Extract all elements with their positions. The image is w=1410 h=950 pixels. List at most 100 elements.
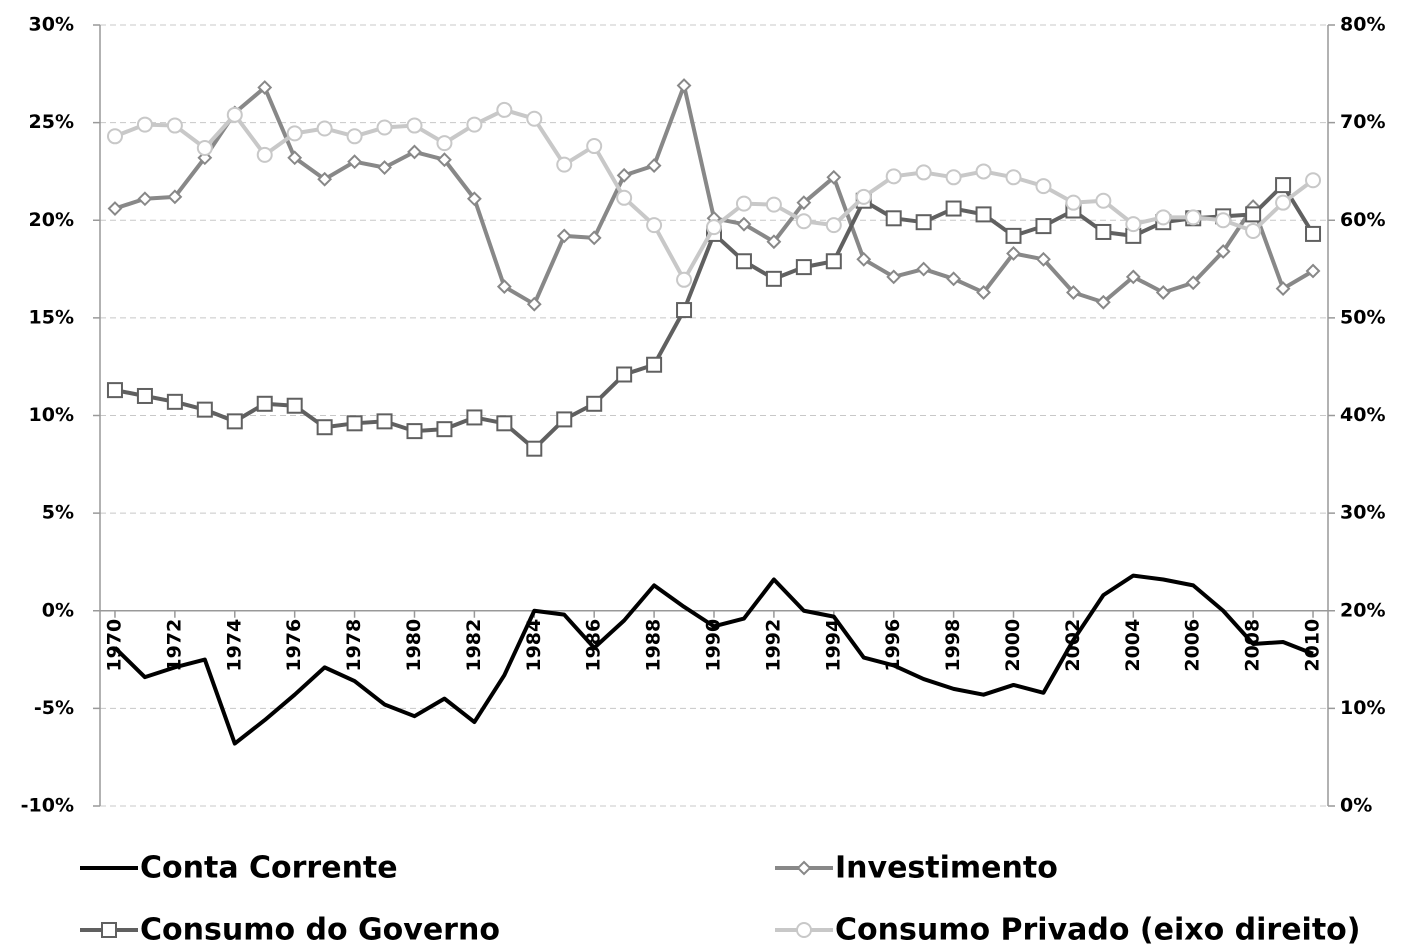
legend-label: Investimento [835, 851, 1058, 886]
marker [825, 253, 842, 270]
marker [1305, 225, 1322, 242]
y-tick-label: 15% [29, 306, 74, 328]
marker [825, 217, 842, 234]
marker [1305, 263, 1321, 279]
marker [377, 160, 392, 175]
marker [347, 154, 362, 170]
y-tick-label: 0% [42, 599, 74, 621]
marker [735, 253, 752, 270]
marker [137, 191, 153, 207]
marker [586, 138, 603, 155]
y2-tick-label: 10% [1340, 697, 1385, 719]
series [106, 101, 1322, 288]
marker [466, 191, 482, 207]
marker [885, 210, 902, 227]
marker [676, 78, 692, 93]
marker [196, 401, 213, 418]
y-tick-label: 10% [29, 404, 74, 426]
marker [287, 150, 303, 166]
x-tick-label: 2010 [1302, 619, 1324, 672]
legend-marker [796, 860, 812, 876]
marker [226, 106, 243, 123]
marker [586, 395, 603, 412]
x-tick-label: 1982 [463, 619, 485, 672]
marker [436, 421, 453, 438]
x-tick-label: 1994 [822, 619, 844, 672]
y-tick-label: -10% [21, 795, 74, 817]
marker [1215, 212, 1232, 229]
marker [796, 195, 812, 211]
y2-tick-label: 70% [1340, 111, 1385, 133]
series [107, 78, 1321, 312]
marker [676, 271, 693, 288]
x-tick-label: 1990 [703, 619, 725, 672]
marker [945, 169, 962, 186]
y-tick-label: 30% [29, 14, 74, 36]
marker [676, 302, 693, 319]
marker [226, 413, 243, 430]
y2-tick-label: 30% [1340, 502, 1385, 524]
marker [256, 395, 273, 412]
marker [526, 440, 543, 457]
marker [436, 135, 453, 152]
marker [556, 411, 573, 428]
marker [856, 251, 872, 267]
y2-tick-label: 0% [1340, 795, 1372, 817]
marker [706, 219, 722, 236]
x-tick-label: 1980 [403, 619, 425, 672]
x-tick-label: 1996 [882, 619, 904, 672]
legend-label: Consumo Privado (eixo direito) [835, 913, 1361, 948]
marker [136, 387, 153, 404]
marker [646, 217, 663, 234]
marker [1036, 251, 1051, 267]
x-tick-label: 2004 [1122, 619, 1144, 672]
marker [376, 119, 393, 136]
marker [1095, 192, 1112, 209]
marker [916, 261, 932, 277]
marker [1245, 222, 1262, 239]
marker [407, 144, 422, 160]
marker [136, 116, 153, 133]
marker [1275, 281, 1291, 297]
marker [915, 214, 932, 231]
marker [406, 423, 423, 440]
marker [526, 110, 543, 127]
marker [975, 206, 992, 223]
marker [1155, 285, 1171, 300]
marker [1185, 209, 1202, 226]
marker [316, 419, 333, 436]
y2-tick-label: 20% [1340, 599, 1385, 621]
marker [406, 117, 423, 134]
marker [616, 167, 632, 183]
x-tick-label: 1974 [223, 619, 245, 672]
marker [616, 189, 633, 206]
marker [496, 415, 513, 432]
x-tick-label: 2006 [1182, 619, 1204, 672]
marker [616, 366, 633, 383]
marker [166, 393, 183, 410]
marker [496, 279, 512, 295]
marker [1066, 285, 1081, 300]
x-tick-label: 1970 [103, 619, 125, 672]
marker [765, 196, 782, 213]
marker [646, 158, 662, 173]
marker [526, 296, 542, 312]
marker [1275, 177, 1292, 194]
y-tick-label: 20% [29, 209, 74, 231]
series-line [113, 573, 1314, 746]
marker [376, 413, 393, 430]
marker [317, 171, 333, 187]
marker [196, 140, 213, 157]
y-tick-label: 25% [29, 111, 74, 133]
marker [826, 169, 842, 185]
marker [1245, 206, 1262, 223]
marker [1125, 216, 1142, 233]
marker [286, 125, 303, 142]
legend-label: Consumo do Governo [140, 913, 500, 948]
x-tick-label: 2000 [1002, 619, 1024, 672]
marker [286, 397, 303, 414]
legend-label: Conta Corrente [140, 851, 398, 886]
marker [735, 195, 752, 212]
legend-marker [101, 922, 117, 938]
